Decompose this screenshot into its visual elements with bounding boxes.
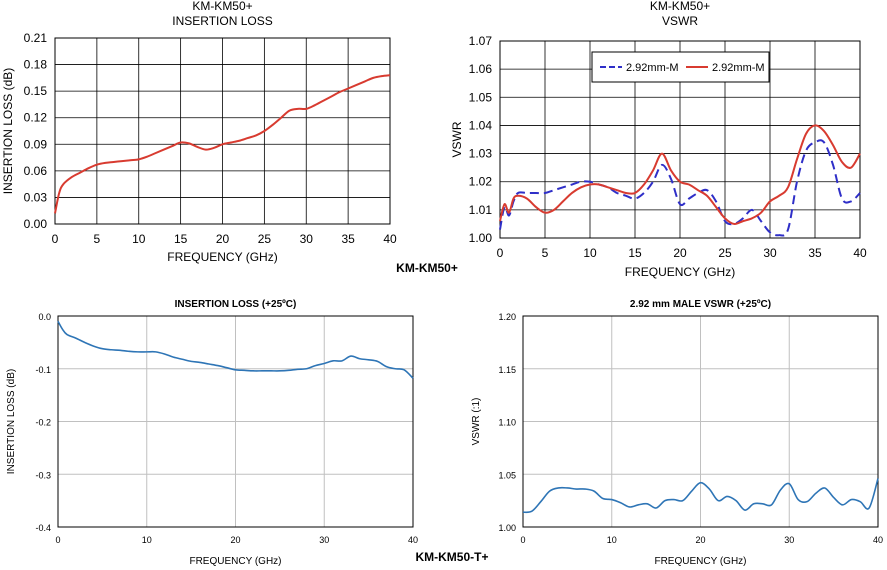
legend-label-1: 2.92mm-M [626,62,679,74]
chart-title: KM-KM50+ [650,0,710,13]
x-tick-label: 30 [763,246,777,260]
y-tick-label: 1.02 [469,175,493,189]
insertion-loss-chart-top: KM-KM50+INSERTION LOSS 0 5 10 15 20 25 30 35 40 0.… [1,0,397,264]
y-tick-label: 0.21 [24,31,48,45]
x-tick-label: 10 [132,232,146,246]
y-tick-label: 0.06 [24,164,48,178]
y-tick-label: 1.04 [469,118,493,132]
y-tick-label: 1.03 [469,147,493,161]
x-axis-label: FREQUENCY (GHz) [167,250,277,264]
y-tick-label: 1.10 [498,418,516,428]
legend-label-2: 2.92mm-M [712,62,765,74]
y-tick-label: 0.15 [24,84,48,98]
series-line-2 [499,124,861,225]
insertion-loss-chart-bottom: INSERTION LOSS (+25ºC) 0 10 20 30 40 -0.4 -0.3 -… [6,299,418,567]
x-axis-label: FREQUENCY (GHz) [189,556,281,567]
y-tick-label: 0.03 [24,190,48,204]
x-tick-label: 20 [695,535,705,545]
y-axis-label: VSWR (:1) [471,398,482,446]
y-tick-label: -0.2 [35,418,51,428]
x-tick-label: 0 [52,232,59,246]
plot-frame [522,315,879,528]
y-tick-label: 1.05 [498,470,516,480]
x-axis-label: FREQUENCY (GHz) [625,265,735,279]
y-tick-label: 1.06 [469,62,493,76]
chart-title: 2.92 mm MALE VSWR (+25ºC) [630,299,771,310]
x-tick-label: 30 [319,535,329,545]
x-tick-label: 35 [341,232,355,246]
x-tick-label: 10 [607,535,617,545]
x-tick-label: 10 [583,246,597,260]
y-axis-label: INSERTION LOSS (dB) [1,68,15,194]
x-tick-label: 40 [873,535,883,545]
x-tick-label: 0 [520,535,525,545]
series-line-1 [57,320,414,379]
chart-title: KM-KM50+ [192,0,252,13]
vswr-chart-bottom: 2.92 mm MALE VSWR (+25ºC) 0 10 20 30 40 1.00 1.… [471,299,883,567]
x-tick-label: 40 [408,535,418,545]
x-tick-label: 30 [784,535,794,545]
x-tick-label: 5 [94,232,101,246]
y-tick-label: 0.12 [24,111,48,125]
x-tick-label: 25 [258,232,272,246]
x-tick-label: 0 [55,535,60,545]
x-tick-label: 20 [230,535,240,545]
x-tick-label: 0 [497,246,504,260]
y-tick-label: 0.18 [24,58,48,72]
x-tick-label: 15 [628,246,642,260]
x-tick-label: 40 [383,232,397,246]
chart-title: INSERTION LOSS (+25ºC) [175,299,297,310]
x-axis-label: FREQUENCY (GHz) [654,556,746,567]
model-label-bottom: KM-KM50-T+ [415,550,488,564]
y-tick-label: -0.1 [35,365,51,375]
plot-frame [54,37,391,225]
x-tick-label: 5 [542,246,549,260]
y-tick-label: 0.09 [24,137,48,151]
y-tick-label: -0.3 [35,470,51,480]
y-tick-label: -0.4 [35,523,51,533]
x-tick-label: 30 [300,232,314,246]
series-line-1 [54,74,391,214]
x-tick-label: 40 [853,246,867,260]
x-tick-label: 35 [808,246,822,260]
x-tick-label: 20 [673,246,687,260]
series-line-1 [499,139,861,237]
y-tick-label: 1.20 [498,312,516,322]
x-tick-label: 10 [142,535,152,545]
y-axis-label: INSERTION LOSS (dB) [6,369,17,474]
y-tick-label: 0.0 [38,312,51,322]
y-tick-label: 1.00 [498,523,516,533]
y-tick-label: 1.15 [498,365,516,375]
y-tick-label: 1.00 [469,231,493,245]
plot-frame [57,315,414,528]
y-axis-label: VSWR [450,121,464,157]
chart-subtitle: INSERTION LOSS [172,14,272,28]
y-tick-label: 1.05 [469,90,493,104]
chart-subtitle: VSWR [662,14,698,28]
x-tick-label: 20 [216,232,230,246]
x-tick-label: 15 [174,232,188,246]
y-tick-label: 0.00 [24,217,48,231]
y-tick-label: 1.01 [469,203,493,217]
x-tick-label: 25 [718,246,732,260]
model-label-top: KM-KM50+ [396,261,458,275]
y-tick-label: 1.07 [469,34,493,48]
plot-frame [499,40,861,239]
series-line-1 [522,478,879,514]
